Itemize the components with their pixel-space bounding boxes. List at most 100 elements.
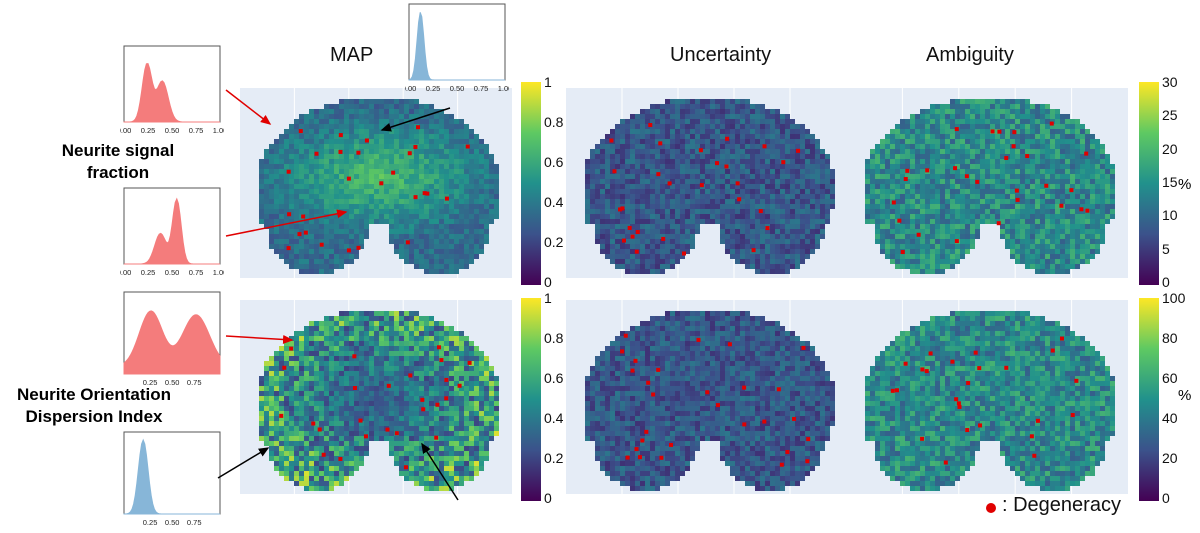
degeneracy-marker: [737, 197, 742, 202]
voxel-group: [1035, 199, 1040, 204]
voxel-group: [950, 321, 955, 326]
voxel-group: [364, 311, 409, 321]
voxel-group: [259, 396, 264, 401]
colorbar-unc-odi: [1139, 298, 1159, 501]
voxel-group: [414, 441, 419, 446]
voxel-group: [444, 456, 449, 461]
degeneracy-marker: [623, 333, 628, 338]
voxel-group: [419, 326, 424, 331]
voxel-group: [635, 331, 765, 421]
degeneracy-marker: [924, 369, 929, 374]
row-label-odi-line2: Dispersion Index: [25, 407, 163, 426]
degeneracy-marker: [990, 129, 995, 134]
colorbar-tick-label: 20: [1162, 450, 1178, 466]
voxel-group: [890, 149, 1090, 274]
voxel-group: [640, 331, 770, 471]
voxel-group: [304, 391, 309, 396]
row-label-odi-line1: Neurite Orientation: [17, 385, 171, 404]
arrow-black-3: [421, 442, 459, 501]
voxel-group: [259, 421, 264, 426]
voxel-group: [885, 114, 1110, 244]
uncertainty-nsf-panel: [566, 88, 846, 278]
voxel-group: [359, 174, 364, 179]
hist-tick-label: 0.50: [165, 126, 180, 135]
degeneracy-marker: [279, 413, 284, 418]
colorbar-tick-label: 0: [1162, 274, 1170, 290]
degeneracy-marker: [779, 462, 784, 467]
voxel-group: [404, 336, 409, 341]
voxel-group: [444, 346, 449, 351]
voxel-group: [319, 336, 324, 341]
voxel-group: [324, 154, 409, 189]
voxel-group: [389, 351, 394, 356]
degeneracy-marker: [311, 421, 316, 426]
voxel-group: [334, 159, 429, 194]
colorbar-tick-label: 0: [544, 490, 552, 506]
hist-tick-label: 0.75: [187, 518, 202, 527]
voxel-group: [294, 381, 299, 386]
colorbar-tick-label: 1: [544, 74, 552, 90]
voxel-group: [414, 331, 419, 336]
colorbar-tick-label: 60: [1162, 370, 1178, 386]
voxel-group: [895, 169, 1105, 219]
hist-tick-label: 0.25: [426, 84, 441, 93]
voxel-group: [314, 331, 349, 376]
uncertainty-odi-panel: [566, 300, 846, 494]
voxel-group: [940, 149, 945, 154]
hist-tick-label: 0.75: [189, 268, 204, 277]
voxel-group: [274, 331, 409, 476]
degeneracy-marker: [425, 191, 430, 196]
voxel-group: [1070, 401, 1075, 446]
degeneracy-marker: [669, 442, 674, 447]
voxel-group: [384, 331, 424, 341]
degeneracy-marker: [319, 242, 324, 247]
map-odi-panel: [240, 300, 512, 494]
degeneracy-marker: [346, 248, 351, 253]
degeneracy-marker: [956, 401, 961, 406]
voxel-group: [384, 149, 389, 154]
hist-tick-label: 0.00: [405, 84, 416, 93]
hist-density: [123, 310, 221, 375]
voxel-group: [264, 406, 269, 411]
degeneracy-marker: [973, 350, 978, 355]
voxel-group: [309, 321, 314, 326]
degeneracy-marker: [648, 123, 653, 128]
hist-tick-label: 0.25: [141, 126, 156, 135]
voxel-group: [920, 361, 925, 366]
degeneracy-marker: [801, 345, 806, 350]
voxel-group: [875, 104, 1105, 269]
voxel-group: [605, 331, 810, 466]
voxel-group: [339, 174, 344, 179]
voxel-group: [880, 164, 1095, 269]
brain-voxels: [259, 99, 499, 274]
degeneracy-marker: [1011, 144, 1016, 149]
colorbar-tick-label: 0.8: [544, 330, 564, 346]
degeneracy-marker: [781, 160, 786, 165]
row-label-odi: Neurite Orientation Dispersion Index: [8, 384, 180, 428]
degeneracy-marker: [364, 138, 369, 143]
voxel-group: [354, 159, 359, 164]
voxel-group: [334, 326, 339, 331]
voxel-group: [449, 426, 454, 431]
brain-voxels: [585, 311, 835, 491]
arrow-black-1: [380, 107, 451, 132]
voxel-group: [585, 119, 820, 259]
degeneracy-marker: [1049, 121, 1054, 126]
voxel-group: [690, 331, 695, 336]
voxel-group: [605, 134, 785, 269]
voxel-group: [1110, 169, 1115, 174]
degeneracy-marker: [465, 144, 470, 149]
colorbar-tick-label: 1: [544, 290, 552, 306]
voxel-group: [344, 189, 349, 194]
voxel-group: [349, 351, 464, 431]
degeneracy-marker: [457, 383, 462, 388]
colorbar-tick-label: 0: [544, 274, 552, 290]
voxel-group: [419, 134, 444, 149]
voxel-group: [349, 164, 434, 199]
voxel-group: [374, 169, 414, 179]
voxel-group: [264, 346, 454, 441]
degeneracy-marker: [627, 225, 632, 230]
voxel-group: [915, 391, 920, 396]
voxel-group: [279, 421, 484, 471]
